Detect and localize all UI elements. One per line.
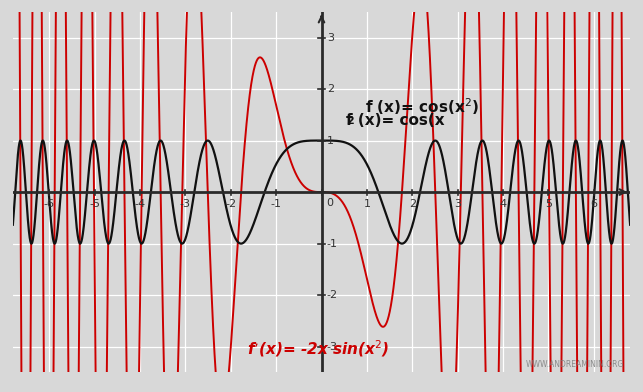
Text: 6: 6 <box>590 199 597 209</box>
Text: -1: -1 <box>327 239 338 249</box>
Text: 4: 4 <box>500 199 507 209</box>
Text: -3: -3 <box>180 199 191 209</box>
Text: WWW.ANDREAMININ.ORG: WWW.ANDREAMININ.ORG <box>525 360 624 369</box>
Text: 1: 1 <box>327 136 334 145</box>
Text: 3: 3 <box>454 199 461 209</box>
Text: -3: -3 <box>327 342 338 352</box>
Text: 0: 0 <box>326 198 333 208</box>
Text: 2: 2 <box>347 116 354 126</box>
Text: 5: 5 <box>545 199 552 209</box>
Text: 1: 1 <box>363 199 370 209</box>
Text: -6: -6 <box>44 199 55 209</box>
Text: 3: 3 <box>327 33 334 42</box>
Text: f’(x)= -2x sin(x$^2$): f’(x)= -2x sin(x$^2$) <box>248 338 390 359</box>
Text: -2: -2 <box>327 290 338 300</box>
Text: -5: -5 <box>89 199 100 209</box>
Text: 2: 2 <box>409 199 416 209</box>
Text: f (x)= cos(x: f (x)= cos(x <box>346 113 445 129</box>
Text: -4: -4 <box>134 199 145 209</box>
Text: f (x)= cos(x$^2$): f (x)= cos(x$^2$) <box>365 96 479 117</box>
Text: -2: -2 <box>225 199 236 209</box>
Text: 2: 2 <box>327 84 334 94</box>
Text: -1: -1 <box>271 199 282 209</box>
